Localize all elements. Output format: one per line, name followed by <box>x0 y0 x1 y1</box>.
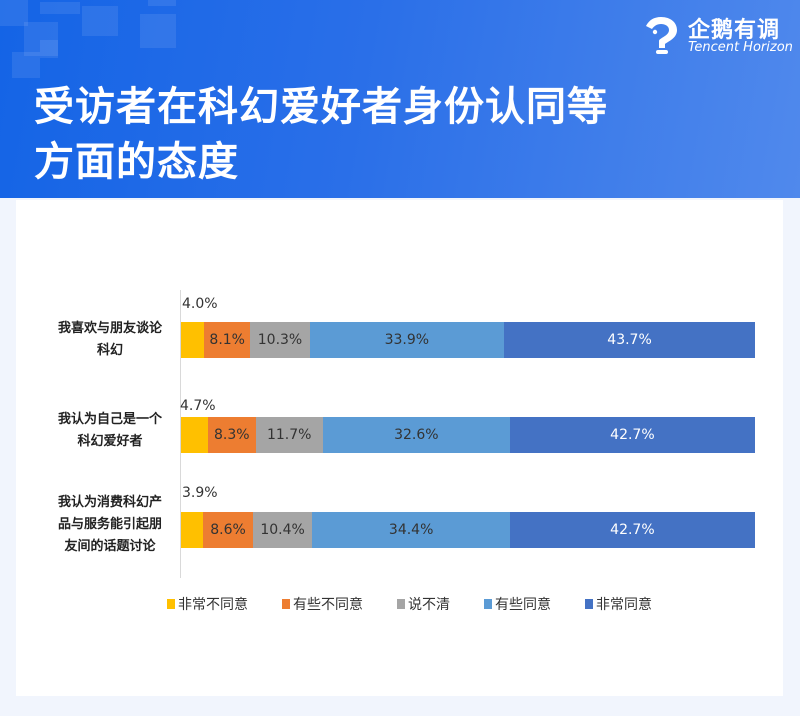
penguin-logo-icon <box>646 17 677 54</box>
decor-square <box>82 6 118 36</box>
category-label: 我认为自己是一个 科幻爱好者 <box>50 409 170 453</box>
category-label-line: 我认为消费科幻产 <box>57 495 162 510</box>
header-banner: 受访者在科幻爱好者身份认同等 方面的态度 企鹅有调 Tencent Horizo… <box>0 0 800 198</box>
chart-card: 我喜欢与朋友谈论 科幻 4.0% 8.1% 10.3% 33.9% 43.7% … <box>16 200 783 696</box>
title-line-2: 方面的态度 <box>34 139 239 185</box>
category-label-line: 科幻爱好者 <box>77 434 143 449</box>
decor-square <box>148 0 176 6</box>
decor-square <box>0 0 28 26</box>
bar-segment-unsure: 10.4% <box>252 512 313 548</box>
decor-square <box>12 52 40 78</box>
legend-label: 说不清 <box>408 597 450 613</box>
bar-segment-strongly-disagree <box>181 417 208 453</box>
bar-segment-strongly-agree: 42.7% <box>509 417 755 453</box>
category-label-line: 科幻 <box>96 343 123 358</box>
bar-segment-strongly-disagree <box>181 512 204 548</box>
bar-segment-strongly-agree: 43.7% <box>504 322 755 358</box>
bar-segment-somewhat-agree: 32.6% <box>322 417 510 453</box>
category-label-line: 我喜欢与朋友谈论 <box>57 321 162 336</box>
brand-logo: 企鹅有调 Tencent Horizon <box>643 12 793 58</box>
bar-segment-somewhat-disagree: 8.6% <box>203 512 253 548</box>
legend-swatch-icon <box>585 599 593 609</box>
bar-segment-somewhat-disagree: 8.1% <box>203 322 251 358</box>
bar-segment-somewhat-agree: 34.4% <box>312 512 510 548</box>
title-line-1: 受访者在科幻爱好者身份认同等 <box>34 84 608 130</box>
bar-segment-somewhat-agree: 33.9% <box>309 322 505 358</box>
category-label-line: 我认为自己是一个 <box>57 412 162 427</box>
legend-label: 非常不同意 <box>178 597 248 613</box>
data-label-outside: 4.0% <box>182 296 218 312</box>
decor-square <box>40 40 58 58</box>
legend-item-strongly-agree: 非常同意 <box>585 594 652 614</box>
legend-item-strongly-disagree: 非常不同意 <box>167 594 248 614</box>
legend-label: 有些同意 <box>495 597 551 613</box>
legend-swatch-icon <box>397 599 405 609</box>
bar-segment-unsure: 10.3% <box>250 322 310 358</box>
category-label-line: 友间的话题讨论 <box>64 539 156 554</box>
data-label-outside: 4.7% <box>180 398 216 414</box>
y-axis-line <box>180 290 181 578</box>
legend-swatch-icon <box>282 599 290 609</box>
stacked-bar: 8.3% 11.7% 32.6% 42.7% <box>181 417 755 453</box>
legend-item-unsure: 说不清 <box>397 594 450 614</box>
bar-segment-unsure: 11.7% <box>255 417 323 453</box>
legend-swatch-icon <box>484 599 492 609</box>
decor-square <box>24 22 58 56</box>
stacked-bar: 8.6% 10.4% 34.4% 42.7% <box>181 512 755 548</box>
stacked-bar: 8.1% 10.3% 33.9% 43.7% <box>181 322 755 358</box>
logo-text-cn: 企鹅有调 <box>688 18 781 43</box>
category-label-line: 品与服务能引起朋 <box>57 517 162 532</box>
category-label: 我喜欢与朋友谈论 科幻 <box>50 318 170 362</box>
legend-item-somewhat-disagree: 有些不同意 <box>282 594 363 614</box>
bar-segment-somewhat-disagree: 8.3% <box>207 417 256 453</box>
decor-square <box>140 14 176 48</box>
legend-label: 非常同意 <box>596 597 652 613</box>
logo-text-en: Tencent Horizon <box>688 40 793 55</box>
legend-item-somewhat-agree: 有些同意 <box>484 594 551 614</box>
chart-legend: 非常不同意 有些不同意 说不清 有些同意 非常同意 <box>16 594 783 614</box>
page-title: 受访者在科幻爱好者身份认同等 方面的态度 <box>34 80 608 190</box>
data-label-outside: 3.9% <box>182 485 218 501</box>
legend-label: 有些不同意 <box>293 597 363 613</box>
decor-square <box>40 2 80 14</box>
bar-segment-strongly-agree: 42.7% <box>509 512 755 548</box>
category-label: 我认为消费科幻产 品与服务能引起朋 友间的话题讨论 <box>50 492 170 558</box>
legend-swatch-icon <box>167 599 175 609</box>
bar-segment-strongly-disagree <box>181 322 204 358</box>
